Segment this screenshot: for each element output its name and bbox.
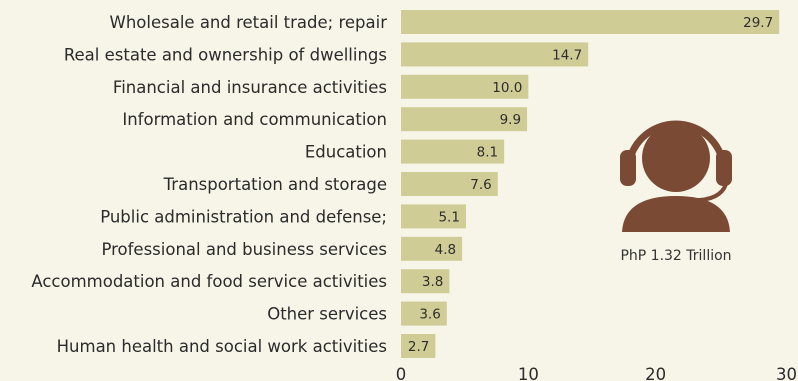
value-label: 3.8 xyxy=(422,274,443,290)
value-label: 2.7 xyxy=(408,339,429,355)
customer-service-agent-icon xyxy=(620,120,732,232)
category-label: Wholesale and retail trade; repair xyxy=(110,13,388,32)
bar xyxy=(401,334,436,358)
value-label: 14.7 xyxy=(552,47,582,63)
value-label: 3.6 xyxy=(419,307,440,323)
x-tick-label: 0 xyxy=(396,365,407,381)
bar xyxy=(401,301,447,326)
category-label: Transportation and storage xyxy=(163,175,387,194)
x-tick-label: 30 xyxy=(776,365,797,381)
bar xyxy=(401,172,498,196)
category-label: Information and communication xyxy=(122,110,387,129)
icon-caption: PhP 1.32 Trillion xyxy=(620,248,731,264)
category-label: Accommodation and food service activitie… xyxy=(31,272,387,291)
x-tick-label: 10 xyxy=(518,365,539,381)
x-axis-ticks: 0 10 20 30 xyxy=(396,365,797,381)
category-label: Financial and insurance activities xyxy=(113,78,387,97)
category-label: Public administration and defense; xyxy=(100,207,387,226)
value-label: 8.1 xyxy=(477,145,498,161)
value-label: 9.9 xyxy=(500,112,521,128)
category-label: Other services xyxy=(267,305,387,324)
category-label: Professional and business services xyxy=(101,240,387,259)
value-label: 5.1 xyxy=(438,209,459,225)
bar xyxy=(401,236,463,261)
bar xyxy=(401,107,528,132)
category-label: Education xyxy=(305,143,387,162)
bar xyxy=(401,42,589,67)
bar xyxy=(401,204,466,229)
value-label: 7.6 xyxy=(470,177,491,193)
x-tick-label: 20 xyxy=(645,365,666,381)
value-label: 10.0 xyxy=(492,80,522,96)
bar xyxy=(401,10,780,34)
bar xyxy=(401,74,529,99)
category-label: Human health and social work activities xyxy=(57,337,387,356)
bar xyxy=(401,269,450,294)
bar xyxy=(401,139,505,164)
category-label: Real estate and ownership of dwellings xyxy=(64,45,387,64)
bar-group: Wholesale and retail trade; repair 29.7 Re… xyxy=(31,10,780,358)
value-label: 29.7 xyxy=(743,15,773,31)
value-label: 4.8 xyxy=(435,242,456,258)
